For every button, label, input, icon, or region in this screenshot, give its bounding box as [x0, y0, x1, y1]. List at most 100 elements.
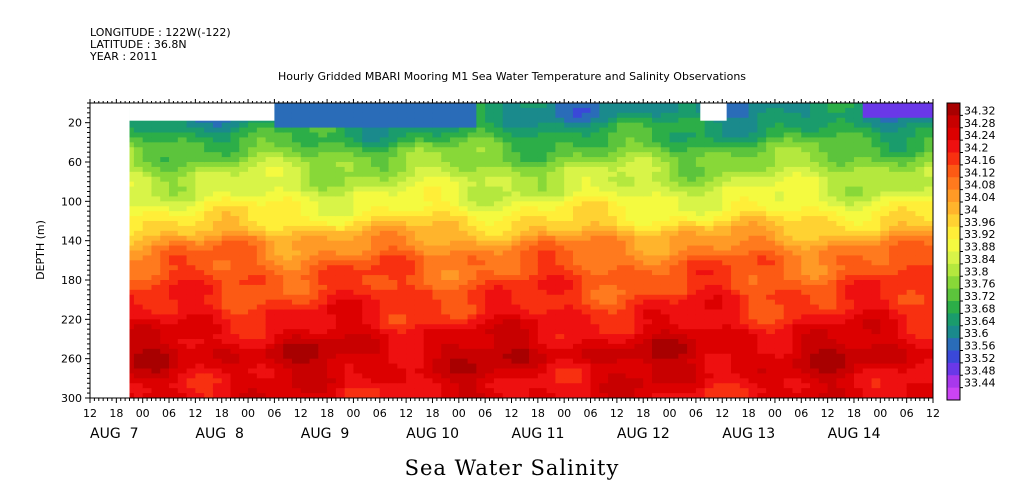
contour-cell — [608, 162, 618, 168]
contour-cell — [379, 324, 390, 330]
contour-cell — [537, 206, 548, 212]
contour-cell — [792, 132, 802, 139]
contour-cell — [169, 211, 179, 217]
contour-cell — [493, 162, 504, 168]
contour-cell — [204, 280, 214, 286]
contour-cell — [572, 152, 583, 158]
contour-cell — [810, 181, 820, 188]
contour-cell — [256, 348, 267, 355]
contour-cell — [731, 245, 741, 252]
contour-cell — [458, 142, 469, 148]
contour-cell — [564, 142, 574, 148]
contour-cell — [678, 166, 688, 173]
contour-cell — [362, 132, 372, 139]
contour-cell — [511, 353, 521, 360]
contour-cell — [309, 378, 319, 384]
contour-cell — [757, 127, 767, 134]
contour-cell — [801, 334, 811, 340]
contour-cell — [520, 181, 530, 188]
contour-cell — [801, 162, 811, 168]
contour-cell — [362, 388, 372, 394]
contour-cell — [590, 275, 600, 281]
contour-cell — [590, 191, 600, 198]
contour-cell — [616, 393, 627, 398]
contour-cell — [133, 221, 144, 227]
contour-cell — [546, 299, 557, 306]
contour-cell — [221, 142, 232, 148]
contour-cell — [493, 127, 504, 134]
contour-cell — [125, 162, 135, 168]
contour-cell — [485, 383, 495, 389]
contour-cell — [502, 358, 513, 365]
contour-cell — [660, 393, 671, 398]
contour-cell — [371, 378, 381, 384]
contour-cell — [713, 348, 723, 355]
contour-cell — [704, 383, 715, 389]
contour-cell — [608, 284, 618, 291]
contour-cell — [379, 343, 390, 350]
contour-cell — [414, 265, 425, 271]
contour-cell — [660, 304, 671, 311]
contour-cell — [731, 334, 741, 340]
contour-cell — [265, 324, 276, 330]
contour-cell — [318, 181, 328, 188]
contour-cell — [493, 157, 504, 163]
contour-cell — [204, 363, 214, 370]
contour-cell — [731, 186, 741, 193]
contour-cell — [546, 255, 557, 261]
contour-cell — [810, 122, 820, 129]
contour-cell — [265, 348, 276, 355]
contour-cell — [493, 388, 504, 394]
contour-cell — [160, 152, 170, 158]
contour-cell — [695, 230, 706, 237]
contour-cell — [256, 216, 267, 222]
contour-cell — [169, 230, 179, 237]
contour-cell — [300, 137, 311, 143]
contour-cell — [248, 191, 258, 198]
contour-cell — [810, 368, 820, 375]
contour-cell — [669, 393, 679, 398]
contour-cell — [713, 147, 723, 153]
contour-cell — [485, 137, 495, 143]
contour-cell — [695, 358, 706, 365]
contour-cell — [616, 245, 627, 252]
contour-cell — [274, 122, 284, 129]
contour-cell — [546, 142, 557, 148]
contour-cell — [467, 304, 477, 311]
contour-cell — [748, 280, 758, 286]
contour-cell — [581, 294, 592, 301]
contour-cell — [695, 324, 706, 330]
contour-cell — [379, 211, 390, 217]
contour-cell — [704, 122, 715, 129]
contour-cell — [362, 122, 372, 129]
contour-cell — [546, 265, 557, 271]
contour-cell — [599, 339, 609, 345]
contour-cell — [572, 127, 583, 134]
contour-cell — [151, 230, 161, 237]
contour-cell — [397, 388, 407, 394]
contour-cell — [414, 127, 425, 134]
contour-cell — [572, 162, 583, 168]
contour-cell — [564, 339, 574, 345]
contour-cell — [309, 304, 319, 311]
contour-cell — [590, 383, 600, 389]
contour-cell — [423, 339, 434, 345]
contour-cell — [529, 103, 539, 109]
contour-cell — [766, 260, 776, 266]
contour-cell — [450, 127, 460, 134]
contour-cell — [151, 304, 161, 311]
contour-cell — [581, 334, 592, 340]
contour-cell — [801, 157, 811, 163]
contour-cell — [318, 107, 328, 114]
contour-cell — [406, 122, 416, 129]
contour-cell — [406, 240, 416, 247]
contour-cell — [142, 284, 153, 291]
contour-cell — [318, 299, 328, 306]
contour-cell — [125, 176, 135, 183]
contour-cell — [652, 137, 662, 143]
contour-cell — [713, 270, 723, 276]
contour-cell — [291, 117, 302, 124]
contour-cell — [713, 250, 723, 257]
contour-cell — [537, 339, 548, 345]
contour-cell — [362, 368, 372, 375]
